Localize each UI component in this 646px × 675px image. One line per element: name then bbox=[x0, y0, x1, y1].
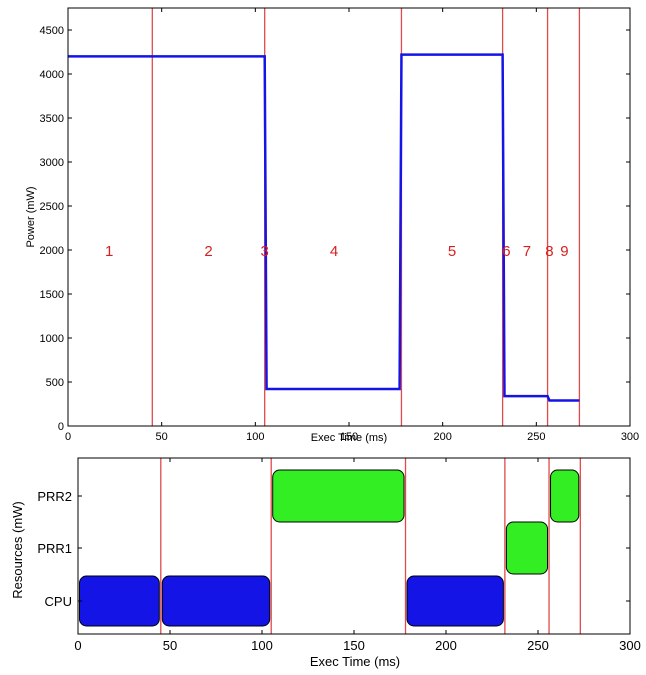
power-y-ticks: 0 500 1000 1500 2000 2500 3000 3500 4000 4500 bbox=[40, 25, 630, 433]
y-tick-label: 500 bbox=[46, 377, 64, 389]
resource-y-ticks: CPU PRR1 PRR2 bbox=[37, 489, 630, 609]
power-y-axis-label: Power (mW) bbox=[25, 186, 37, 247]
x-tick-label: 200 bbox=[435, 638, 457, 653]
phase-label: 8 bbox=[545, 243, 553, 260]
y-tick-label: 3000 bbox=[40, 157, 64, 169]
y-tick-label: 1000 bbox=[40, 333, 64, 345]
task-block-prr1 bbox=[505, 521, 549, 575]
x-tick-label: 100 bbox=[251, 638, 273, 653]
x-tick-label: 150 bbox=[343, 638, 365, 653]
task-block-prr2 bbox=[272, 469, 405, 523]
task-block-cpu bbox=[79, 575, 160, 627]
y-tick-label: 0 bbox=[58, 421, 64, 433]
resource-label: PRR2 bbox=[37, 489, 72, 504]
phase-label: 9 bbox=[560, 243, 568, 260]
phase-label: 1 bbox=[105, 243, 113, 260]
x-tick-label: 250 bbox=[527, 638, 549, 653]
x-tick-label: 150 bbox=[340, 431, 358, 443]
phase-label: 6 bbox=[502, 243, 510, 260]
phase-label: 5 bbox=[448, 243, 456, 260]
x-tick-label: 0 bbox=[74, 638, 81, 653]
task-block-cpu bbox=[161, 575, 271, 627]
y-tick-label: 1500 bbox=[40, 289, 64, 301]
resource-label: CPU bbox=[45, 594, 72, 609]
y-tick-label: 2500 bbox=[40, 201, 64, 213]
phase-label: 3 bbox=[261, 243, 269, 260]
top-phase-lines bbox=[151, 8, 581, 426]
task-block-cpu bbox=[406, 575, 504, 627]
y-tick-label: 4000 bbox=[40, 69, 64, 81]
power-x-ticks: 0 50 100 150 200 250 300 bbox=[65, 8, 639, 443]
x-tick-label: 200 bbox=[433, 431, 451, 443]
power-series-line bbox=[68, 53, 580, 402]
resource-x-ticks: 0 50 100 150 200 250 300 bbox=[74, 458, 641, 653]
task-blocks bbox=[79, 469, 580, 627]
power-x-axis-label: Exec Time (ms) bbox=[311, 432, 387, 444]
y-tick-label: 2000 bbox=[40, 245, 64, 257]
y-tick-label: 3500 bbox=[40, 113, 64, 125]
phase-label: 2 bbox=[204, 243, 212, 260]
phase-label: 4 bbox=[330, 243, 338, 260]
resource-y-axis-label: Resources (mW) bbox=[10, 501, 25, 599]
x-tick-label: 250 bbox=[527, 431, 545, 443]
x-tick-label: 100 bbox=[246, 431, 264, 443]
x-tick-label: 300 bbox=[619, 638, 641, 653]
phase-label: 7 bbox=[523, 243, 531, 260]
resource-x-axis-label: Exec Time (ms) bbox=[310, 654, 400, 669]
task-block-prr2 bbox=[550, 469, 580, 523]
x-tick-label: 50 bbox=[163, 638, 177, 653]
x-tick-label: 300 bbox=[621, 431, 639, 443]
bottom-phase-lines bbox=[160, 458, 581, 634]
resource-label: PRR1 bbox=[37, 541, 72, 556]
resource-chart: 0 50 100 150 200 250 300 CPU PRR1 PRR2 Exec Time… bbox=[10, 457, 641, 669]
x-tick-label: 0 bbox=[65, 431, 71, 443]
y-tick-label: 4500 bbox=[40, 25, 64, 37]
x-tick-label: 50 bbox=[156, 431, 168, 443]
